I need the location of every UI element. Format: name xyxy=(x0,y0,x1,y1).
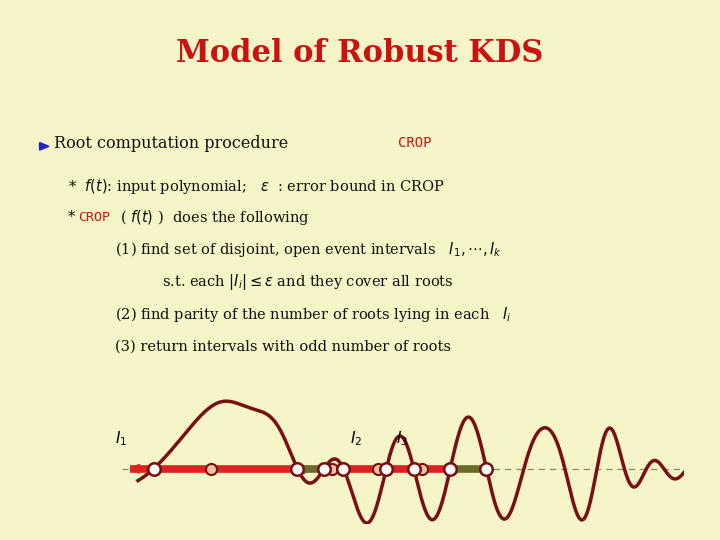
Polygon shape xyxy=(40,143,49,150)
Text: Root computation procedure: Root computation procedure xyxy=(54,134,293,152)
Text: $I_3$: $I_3$ xyxy=(396,429,409,448)
Text: $I_1$: $I_1$ xyxy=(115,429,127,448)
Text: *: * xyxy=(68,210,81,224)
Text: *  $f(t)$: input polynomial;   $\varepsilon$  : error bound in CROP: * $f(t)$: input polynomial; $\varepsilon… xyxy=(68,177,446,196)
Text: (1) find set of disjoint, open event intervals   $I_1, \cdots, I_k$: (1) find set of disjoint, open event int… xyxy=(115,240,503,259)
Text: CROP: CROP xyxy=(398,136,432,150)
Text: CROP: CROP xyxy=(78,211,109,224)
Text: $I_2$: $I_2$ xyxy=(350,429,362,448)
Text: (2) find parity of the number of roots lying in each   $I_i$: (2) find parity of the number of roots l… xyxy=(115,305,512,324)
Text: (3) return intervals with odd number of roots: (3) return intervals with odd number of … xyxy=(115,340,451,354)
Text: s.t. each $|I_i| \leq \varepsilon$ and they cover all roots: s.t. each $|I_i| \leq \varepsilon$ and t… xyxy=(162,272,454,292)
Text: ( $f(t)$ )  does the following: ( $f(t)$ ) does the following xyxy=(120,207,310,227)
Text: Model of Robust KDS: Model of Robust KDS xyxy=(176,38,544,69)
